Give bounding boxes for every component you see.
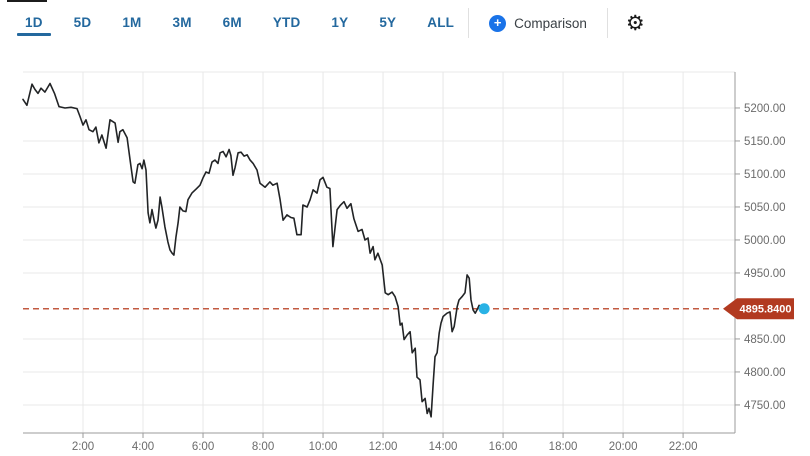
comparison-label: Comparison xyxy=(514,15,587,31)
y-tick-label: 4850.00 xyxy=(744,334,786,346)
x-tick-label: 8:00 xyxy=(252,441,274,453)
tab-3m[interactable]: 3M xyxy=(173,5,192,42)
tab-1y[interactable]: 1Y xyxy=(331,5,348,42)
settings-button[interactable]: ⚙ xyxy=(622,10,649,35)
x-tick-label: 20:00 xyxy=(609,441,638,453)
comparison-button[interactable]: + Comparison xyxy=(483,11,593,36)
y-tick-label: 5050.00 xyxy=(744,202,786,214)
y-tick-label: 5200.00 xyxy=(744,103,786,115)
price-line xyxy=(22,82,486,418)
tab-all[interactable]: ALL xyxy=(427,5,454,42)
y-tick-label: 5000.00 xyxy=(744,235,786,247)
tab-5d[interactable]: 5D xyxy=(74,5,92,42)
x-tick-label: 10:00 xyxy=(309,441,338,453)
tab-1d[interactable]: 1D xyxy=(17,5,51,42)
y-tick-label: 4750.00 xyxy=(744,400,786,412)
tab-6m[interactable]: 6M xyxy=(223,5,242,42)
x-tick-label: 2:00 xyxy=(72,441,94,453)
x-tick-label: 14:00 xyxy=(429,441,458,453)
top-edge-line xyxy=(7,0,47,2)
gear-icon: ⚙ xyxy=(625,10,645,35)
x-tick-label: 22:00 xyxy=(669,441,698,453)
y-tick-label: 5150.00 xyxy=(744,136,786,148)
y-tick-label: 4950.00 xyxy=(744,268,786,280)
x-tick-label: 16:00 xyxy=(489,441,518,453)
x-tick-label: 18:00 xyxy=(549,441,578,453)
plus-circle-icon: + xyxy=(489,14,507,32)
y-tick-label: 4800.00 xyxy=(744,367,786,379)
toolbar-divider xyxy=(606,8,608,38)
last-price-tag-label: 4895.8400 xyxy=(740,304,792,316)
y-tick-label: 5100.00 xyxy=(744,169,786,181)
last-price-tag xyxy=(723,298,794,320)
tab-1m[interactable]: 1M xyxy=(122,5,141,42)
x-tick-label: 6:00 xyxy=(192,441,214,453)
chart-toolbar: 1D 5D 1M 3M 6M YTD 1Y 5Y ALL + Comparison ⚙ xyxy=(0,0,810,46)
toolbar-divider xyxy=(468,8,470,38)
x-tick-label: 4:00 xyxy=(132,441,154,453)
tab-5y[interactable]: 5Y xyxy=(379,5,396,42)
tab-ytd[interactable]: YTD xyxy=(273,5,301,42)
range-tabs: 1D 5D 1M 3M 6M YTD 1Y 5Y ALL xyxy=(0,5,454,42)
x-tick-label: 12:00 xyxy=(369,441,398,453)
last-price-dot xyxy=(478,303,490,315)
